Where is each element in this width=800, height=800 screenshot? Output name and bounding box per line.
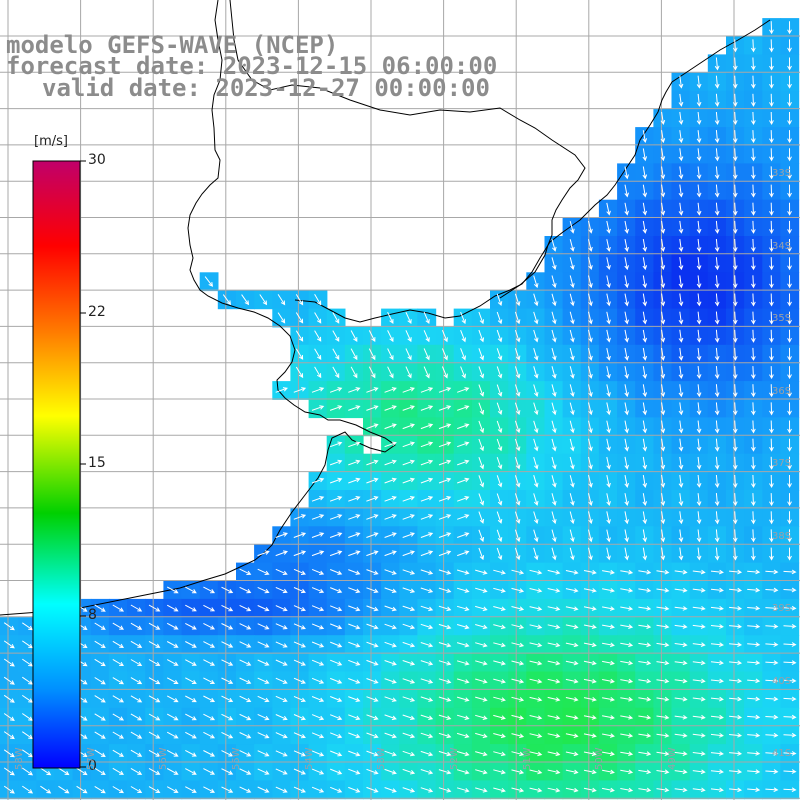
coastline [0, 0, 396, 616]
colorbar-unit: [m/s] [34, 134, 68, 149]
lon-label-55w: 55W [231, 747, 242, 770]
lon-label-49w: 49W [667, 747, 678, 770]
direction-arrows [3, 21, 797, 794]
lat-label-37s: 37S [772, 458, 792, 469]
lon-label-50w: 50W [594, 747, 605, 770]
valid-date: valid date: 2023-12-27 00:00:00 [42, 74, 490, 102]
lon-label-53w: 53W [376, 747, 387, 770]
coastline-uruguay [294, 19, 771, 323]
lat-label-39s: 39S [772, 603, 792, 614]
lat-label-41s: 41S [772, 748, 792, 759]
lat-label-38s: 38S [772, 531, 792, 542]
lat-label-40s: 40S [772, 676, 792, 687]
lat-label-35s: 35S [772, 313, 792, 324]
lon-label-54w: 54W [304, 747, 315, 770]
interior-border [229, 0, 586, 299]
lon-label-51w: 51W [522, 747, 533, 770]
lat-label-34s: 34S [772, 241, 792, 252]
lon-label-57w: 57W [86, 747, 97, 770]
lon-label-56w: 56W [158, 747, 169, 770]
colorbar-label-22: 22 [88, 304, 106, 320]
lon-label-58w: 58W [14, 747, 25, 770]
forecast-date: forecast date: 2023-12-15 06:00:00 [6, 52, 498, 80]
lat-label-36s: 36S [772, 386, 792, 397]
lon-label-52w: 52W [449, 747, 460, 770]
colorbar-label-30: 30 [88, 152, 106, 168]
colorbar-label-0: 0 [88, 758, 97, 774]
colorbar-label-15: 15 [88, 455, 106, 471]
model-title: modelo GEFS-WAVE (NCEP) [6, 31, 339, 59]
colorbar [32, 160, 81, 769]
lat-label-33s: 33S [772, 168, 792, 179]
colorbar-label-8: 8 [88, 607, 97, 623]
